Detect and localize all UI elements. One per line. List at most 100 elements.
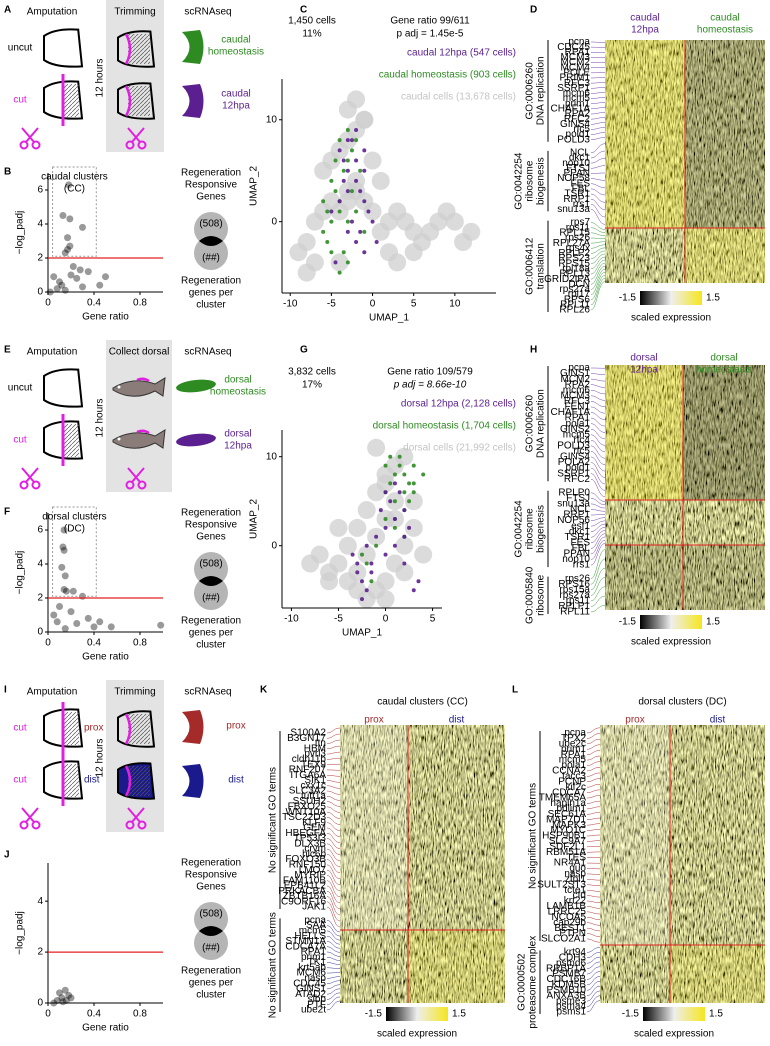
gene-connector (591, 429, 605, 439)
y-tick-label: 6 (37, 185, 43, 196)
data-point (393, 481, 397, 485)
go-term: biogenesis (536, 157, 547, 205)
gene-connector (591, 238, 605, 239)
data-point (79, 283, 86, 290)
data-point (329, 519, 347, 537)
gene-connector (587, 947, 600, 952)
gene-connector (327, 997, 340, 1005)
data-point (365, 544, 369, 548)
gene-connector (327, 734, 340, 738)
legend-entry: caudal homeostasis (903 cells) (379, 70, 516, 81)
gene-connector (591, 390, 605, 394)
data-point (393, 499, 397, 503)
y-tick-label: 0 (271, 540, 277, 551)
gene-connector (587, 750, 600, 754)
column-header: Trimming (114, 7, 155, 18)
data-point (342, 179, 346, 183)
data-point (50, 612, 57, 619)
scissors (21, 822, 28, 829)
data-point (412, 490, 416, 494)
gene-connector (327, 981, 340, 984)
gene-connector (587, 756, 600, 760)
gene-connector (591, 166, 605, 169)
data-point (365, 588, 369, 592)
data-point (50, 273, 57, 280)
gene-label: snu13a (557, 204, 590, 215)
gene-connector (591, 379, 605, 381)
heatmap-tint (683, 365, 765, 500)
data-point (446, 213, 464, 231)
data-point (354, 128, 358, 132)
gene-connector (327, 823, 340, 831)
data-point (375, 240, 379, 244)
data-point (62, 572, 69, 579)
gene-connector (587, 906, 600, 908)
cluster-box-label: caudal clusters (41, 172, 108, 183)
heatmap-tint (408, 930, 505, 1003)
data-point (62, 625, 69, 632)
data-point (342, 159, 346, 163)
data-point (62, 249, 69, 256)
y-tick-label: 6 (37, 525, 43, 536)
colorbar (643, 1007, 705, 1021)
trimmed-part (128, 86, 150, 116)
column-label: 12hpa (630, 365, 658, 376)
data-point (393, 473, 397, 477)
data-point (321, 199, 325, 203)
venn-label: (##) (202, 253, 220, 264)
gene-connector (591, 540, 605, 559)
legend-caption: cluster (196, 990, 226, 1001)
go-term: GO:0006260 (525, 62, 536, 120)
annotation: Gene ratio 109/579 (387, 367, 473, 378)
panel-letter: J (4, 850, 10, 861)
x-tick-label: 0.4 (87, 1009, 101, 1020)
data-point (62, 287, 69, 294)
data-point (351, 553, 355, 557)
fish-eye (118, 438, 121, 441)
data-point (329, 179, 333, 183)
data-point (393, 517, 397, 521)
y-tick-label: 0 (271, 216, 277, 227)
removed-part (64, 764, 79, 797)
colorbar-tick: -1.5 (619, 617, 637, 628)
column-label: homeostasis (697, 25, 753, 36)
side-label: prox (84, 723, 103, 734)
gene-connector (327, 780, 340, 782)
legend-caption: genes per (189, 288, 234, 299)
colorbar-label: scaled expression (377, 1029, 457, 1040)
data-point (377, 572, 395, 590)
gene-connector (327, 746, 340, 749)
gene-connector (591, 199, 605, 210)
x-tick-label: -5 (327, 299, 336, 310)
colorbar-tick: -1.5 (619, 293, 637, 304)
data-point (346, 128, 350, 132)
fish-eye (118, 386, 121, 389)
colorbar (640, 615, 702, 629)
go-term: GO:0006412 (525, 237, 536, 295)
x-tick-label: 0 (383, 614, 389, 625)
column-label: prox (625, 715, 644, 726)
heatmap-tint (605, 365, 683, 500)
gene-connector (327, 728, 340, 733)
gene-connector (587, 728, 600, 733)
go-term: ribosome (536, 574, 547, 616)
x-axis-label: UMAP_1 (342, 628, 382, 639)
data-point (362, 230, 366, 234)
gene-connector (587, 824, 600, 825)
legend-title: Responsive (185, 870, 238, 881)
gene-connector (587, 812, 600, 814)
gene-connector (587, 801, 600, 803)
gene-connector (327, 791, 340, 794)
data-point (73, 275, 80, 282)
condition-label: cut (13, 775, 27, 786)
y-tick-label: 4 (37, 896, 43, 907)
gene-connector (587, 923, 600, 926)
data-point (350, 189, 354, 193)
gene-connector (591, 88, 605, 89)
data-point (66, 215, 73, 222)
gene-connector (591, 108, 605, 109)
y-axis-label: −log_padj (15, 551, 26, 595)
heatmap-tint (605, 545, 765, 610)
data-point (354, 179, 358, 183)
